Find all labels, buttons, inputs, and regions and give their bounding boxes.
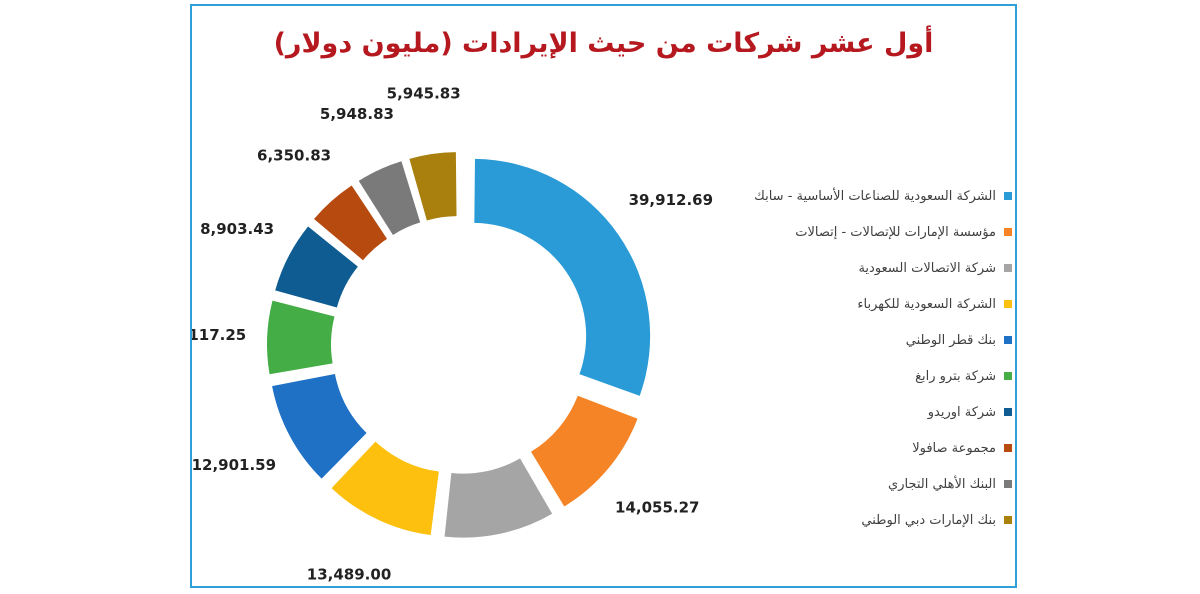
legend-item: بنك قطر الوطني [712,322,1012,358]
legend-swatch [1004,480,1012,488]
donut-chart: 39,912.69 14,055.27 13,524.01 13,489.00 12,9… [192,85,713,586]
legend-swatch [1004,444,1012,452]
donut-slice [267,300,335,375]
legend-swatch [1004,264,1012,272]
slice-value-label: 5,948.83 [320,105,394,123]
slice-value-label: 9,117.25 [192,326,246,344]
legend-swatch [1004,192,1012,200]
legend-swatch [1004,300,1012,308]
slice-value-label: 39,912.69 [629,191,713,209]
donut-slice [444,458,553,538]
donut-slice [409,152,457,221]
slice-value-label: 12,901.59 [192,456,276,474]
donut-slice [331,441,439,536]
donut-slice [531,395,638,507]
donut-slice [272,373,367,479]
legend-swatch [1004,336,1012,344]
legend-item: شركة اوريدو [712,394,1012,430]
legend-item: مجموعة صافولا [712,430,1012,466]
legend-label: الشركة السعودية للصناعات الأساسية - سابك [754,188,996,204]
slice-value-label: 8,903.43 [200,220,274,238]
slice-value-label: 13,524.01 [471,584,555,586]
legend-item: شركة الاتصالات السعودية [712,250,1012,286]
donut-slice [314,185,387,261]
legend-label: مجموعة صافولا [912,440,996,456]
legend-swatch [1004,408,1012,416]
slice-value-label: 13,489.00 [307,566,391,584]
chart-frame: أول عشر شركات من حيث الإيرادات (مليون دو… [190,4,1017,588]
legend-label: بنك الإمارات دبي الوطني [861,512,996,528]
chart-title: أول عشر شركات من حيث الإيرادات (مليون دو… [273,28,934,59]
legend-item: بنك الإمارات دبي الوطني [712,502,1012,538]
legend-label: شركة بترو رابغ [915,368,996,384]
donut-slice [275,226,358,308]
donut-slice [358,161,421,235]
legend-item: الشركة السعودية للكهرباء [712,286,1012,322]
donut-slice [474,158,651,396]
legend-label: مؤسسة الإمارات للإتصالات - إتصالات [795,224,996,240]
slice-value-label: 5,945.83 [387,85,461,103]
legend-item: الشركة السعودية للصناعات الأساسية - سابك [712,178,1012,214]
legend-label: شركة الاتصالات السعودية [858,260,996,276]
legend-swatch [1004,372,1012,380]
legend-label: شركة اوريدو [927,404,996,420]
chart-legend: الشركة السعودية للصناعات الأساسية - سابك… [712,178,1012,538]
legend-item: البنك الأهلي التجاري [712,466,1012,502]
legend-label: البنك الأهلي التجاري [888,476,996,492]
legend-swatch [1004,228,1012,236]
slice-value-label: 14,055.27 [615,499,699,517]
legend-item: شركة بترو رابغ [712,358,1012,394]
legend-label: الشركة السعودية للكهرباء [857,296,996,312]
legend-label: بنك قطر الوطني [905,332,996,348]
legend-swatch [1004,516,1012,524]
slice-value-label: 6,350.83 [257,146,331,164]
legend-item: مؤسسة الإمارات للإتصالات - إتصالات [712,214,1012,250]
